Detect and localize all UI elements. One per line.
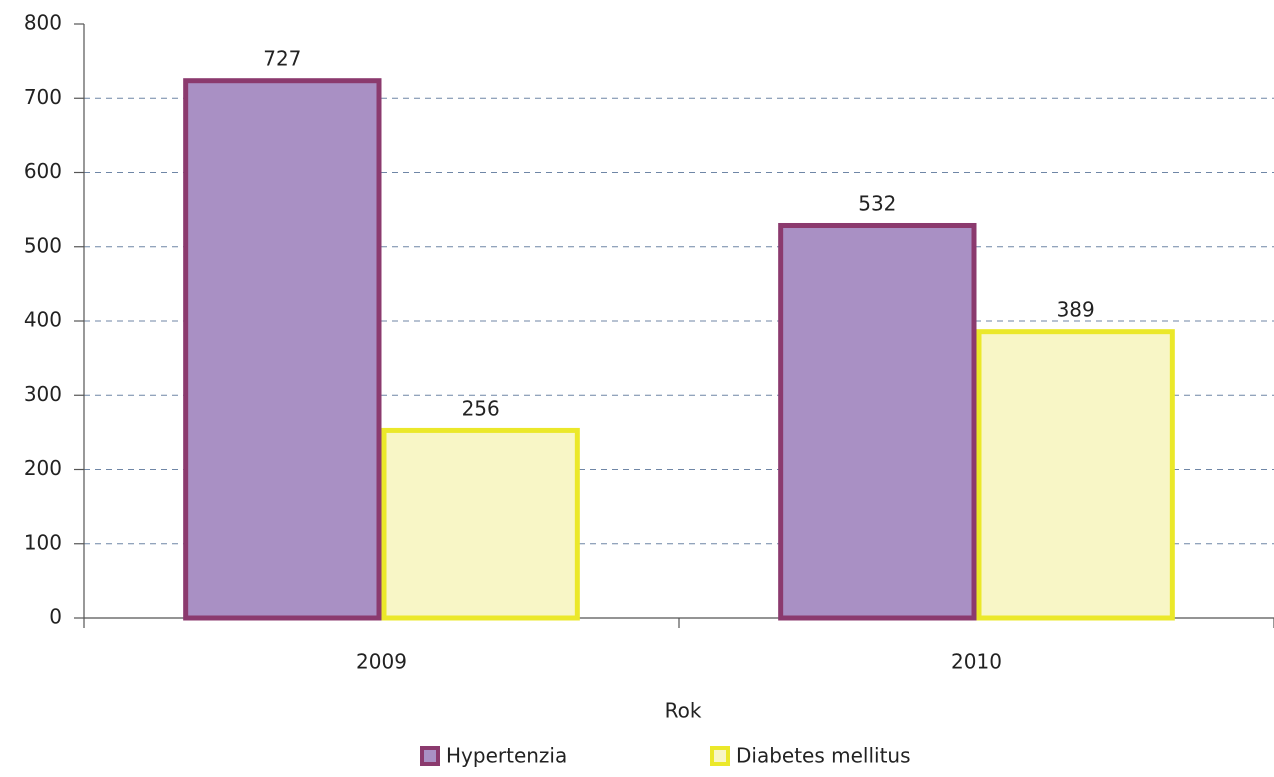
legend-label: Hypertenzia bbox=[446, 744, 567, 768]
y-tick-label: 500 bbox=[24, 233, 62, 257]
y-tick-label: 100 bbox=[24, 530, 62, 554]
x-tick-label: 2010 bbox=[951, 650, 1002, 674]
data-label: 389 bbox=[1057, 298, 1095, 322]
bar bbox=[381, 427, 580, 621]
y-tick-label: 300 bbox=[24, 382, 62, 406]
bar bbox=[183, 78, 382, 621]
y-tick-label: 400 bbox=[24, 308, 62, 332]
y-tick-label: 700 bbox=[24, 85, 62, 109]
y-tick-label: 0 bbox=[49, 605, 62, 629]
legend-label: Diabetes mellitus bbox=[736, 744, 911, 768]
legend-swatch bbox=[710, 746, 730, 766]
y-tick-label: 800 bbox=[24, 11, 62, 35]
x-axis-label: Rok bbox=[665, 699, 702, 723]
y-tick-label: 200 bbox=[24, 456, 62, 480]
data-label: 532 bbox=[858, 191, 896, 215]
data-label: 256 bbox=[462, 396, 500, 420]
data-label: 727 bbox=[263, 47, 301, 71]
bar bbox=[778, 222, 977, 621]
y-tick-label: 600 bbox=[24, 159, 62, 183]
x-tick-label: 2009 bbox=[356, 650, 407, 674]
legend-swatch bbox=[420, 746, 440, 766]
bar bbox=[976, 329, 1175, 621]
